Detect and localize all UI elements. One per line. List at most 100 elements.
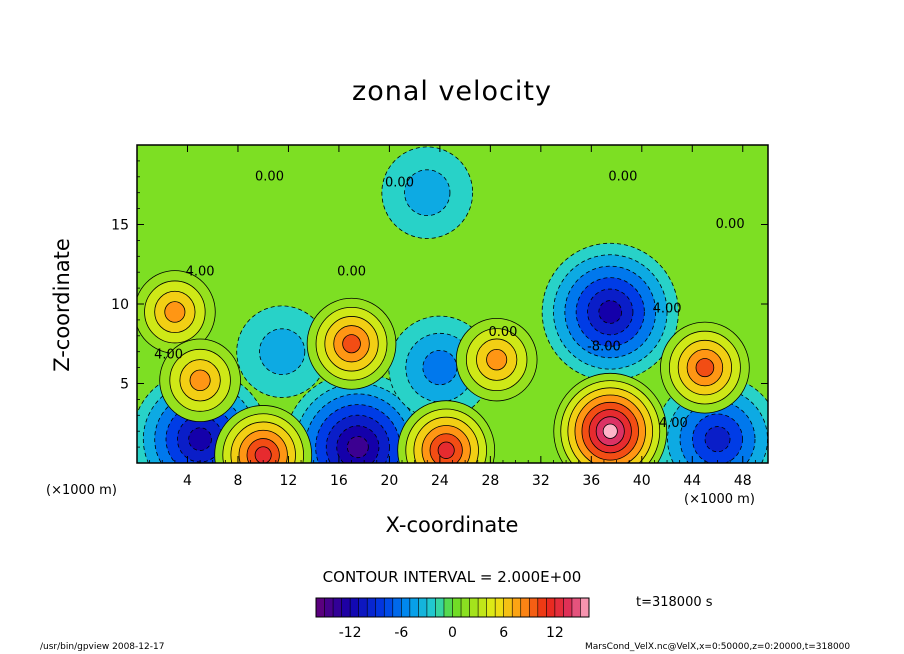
colorbar-segment [571,598,581,617]
y-tick-label: 10 [111,297,129,313]
x-tick-label: 48 [734,473,752,489]
colorbar-segment [478,598,488,617]
footer-file-info: MarsCond_VelX.nc@VelX,x=0:50000,z=0:2000… [585,642,851,652]
x-axis-unit-left: (×1000 m) [46,483,117,498]
contour-ring [695,358,715,378]
colorbar-tick-label: -12 [339,625,362,641]
contour-ring [422,349,458,386]
chart-title: zonal velocity [352,76,552,107]
x-tick-label: 40 [633,473,651,489]
x-tick-label: 32 [532,473,550,489]
x-tick-label: 44 [683,473,701,489]
contour-label: 0.00 [385,176,414,191]
colorbar-segment [324,598,334,617]
colorbar-tick-label: 0 [448,625,457,641]
x-axis-ticks: 4 8 12 16 20 24 28 32 36 40 44 48 [149,145,756,489]
contour-label: 4.00 [154,347,183,362]
colorbar-segment [503,598,513,617]
contour-ring [189,369,211,392]
x-axis-unit-right: (×1000 m) [684,492,755,507]
positive-anomaly [137,270,216,354]
negative-anomaly [283,372,433,463]
contour-label: 4.00 [186,265,215,280]
colorbar-segment [367,598,377,617]
colorbar: -12 -6 0 6 12 [315,597,590,641]
colorbar-segment [486,598,496,617]
contour-label: 4.00 [653,301,682,316]
colorbar-segment [409,598,419,617]
y-tick-label: 15 [111,218,129,234]
colorbar-segment [443,598,453,617]
colorbar-segment [461,598,471,617]
colorbar-segment [316,598,326,617]
colorbar-segment [341,598,351,617]
contour-ring [254,446,272,463]
colorbar-segment [452,598,462,617]
x-tick-label: 36 [582,473,600,489]
contour-ring [602,423,618,439]
contour-label: 0.00 [716,217,745,232]
x-tick-label: 4 [183,473,192,489]
colorbar-segment [495,598,505,617]
x-tick-label: 24 [431,473,449,489]
colorbar-segment [435,598,445,617]
colorbar-frame [315,597,590,618]
contour-label: -8.00 [587,339,621,354]
colorbar-segment [401,598,411,617]
colorbar-segment [537,598,547,617]
y-tick-label: 5 [120,377,129,393]
negative-anomaly [236,305,328,398]
contour-label: 0.00 [337,265,366,280]
colorbar-segment [580,598,590,617]
x-tick-label: 28 [481,473,499,489]
contour-ring [164,301,186,323]
contour-ring [704,426,731,453]
colorbar-segment [384,598,394,617]
colorbar-segment [392,598,402,617]
colorbar-segment [469,598,479,617]
contour-ring [259,328,306,376]
y-axis-ticks: 5 10 15 [111,160,768,448]
heatmap-field [137,145,768,463]
colorbar-segment [512,598,522,617]
contour-label: 4.00 [659,416,688,431]
colorbar-segment [520,598,530,617]
positive-anomaly [660,321,750,414]
contour-interval-label: CONTOUR INTERVAL = 2.000E+00 [322,568,582,586]
contour-ring [486,348,508,371]
x-tick-label: 8 [233,473,242,489]
positive-anomaly [214,405,313,463]
contour-ring [404,169,451,217]
contour-ring [437,441,455,459]
contour-ring [188,427,212,451]
colorbar-segment [529,598,539,617]
negative-anomaly [541,242,679,382]
positive-anomaly [553,372,668,463]
colorbar-tick-label: 12 [546,625,564,641]
contour-ring [346,436,369,459]
x-tick-label: 16 [330,473,348,489]
footer-program-info: /usr/bin/gpview 2008-12-17 [40,642,165,652]
colorbar-segment [350,598,360,617]
colorbar-segment [358,598,368,617]
colorbar-tick-label: 6 [499,625,508,641]
x-tick-label: 12 [280,473,298,489]
negative-anomaly [381,146,474,239]
time-label: t=318000 s [636,595,713,610]
positive-anomaly [306,297,397,390]
colorbar-segment [418,598,428,617]
colorbar-segment [333,598,343,617]
contour-label: 0.00 [608,169,637,184]
colorbar-segment [554,598,564,617]
colorbar-tick-label: -6 [394,625,408,641]
contour-ring [342,334,361,354]
contour-label: 0.00 [489,325,518,340]
colorbar-segment [546,598,556,617]
x-axis-label: X-coordinate [385,513,519,537]
contour-labels: 0.00 0.00 0.00 0.00 4.00 0.00 4.00 0.00 -8.00 4.0… [154,169,745,430]
positive-anomaly [397,400,496,463]
colorbar-segment [375,598,385,617]
colorbar-segment [426,598,436,617]
contour-label: 0.00 [255,169,284,184]
